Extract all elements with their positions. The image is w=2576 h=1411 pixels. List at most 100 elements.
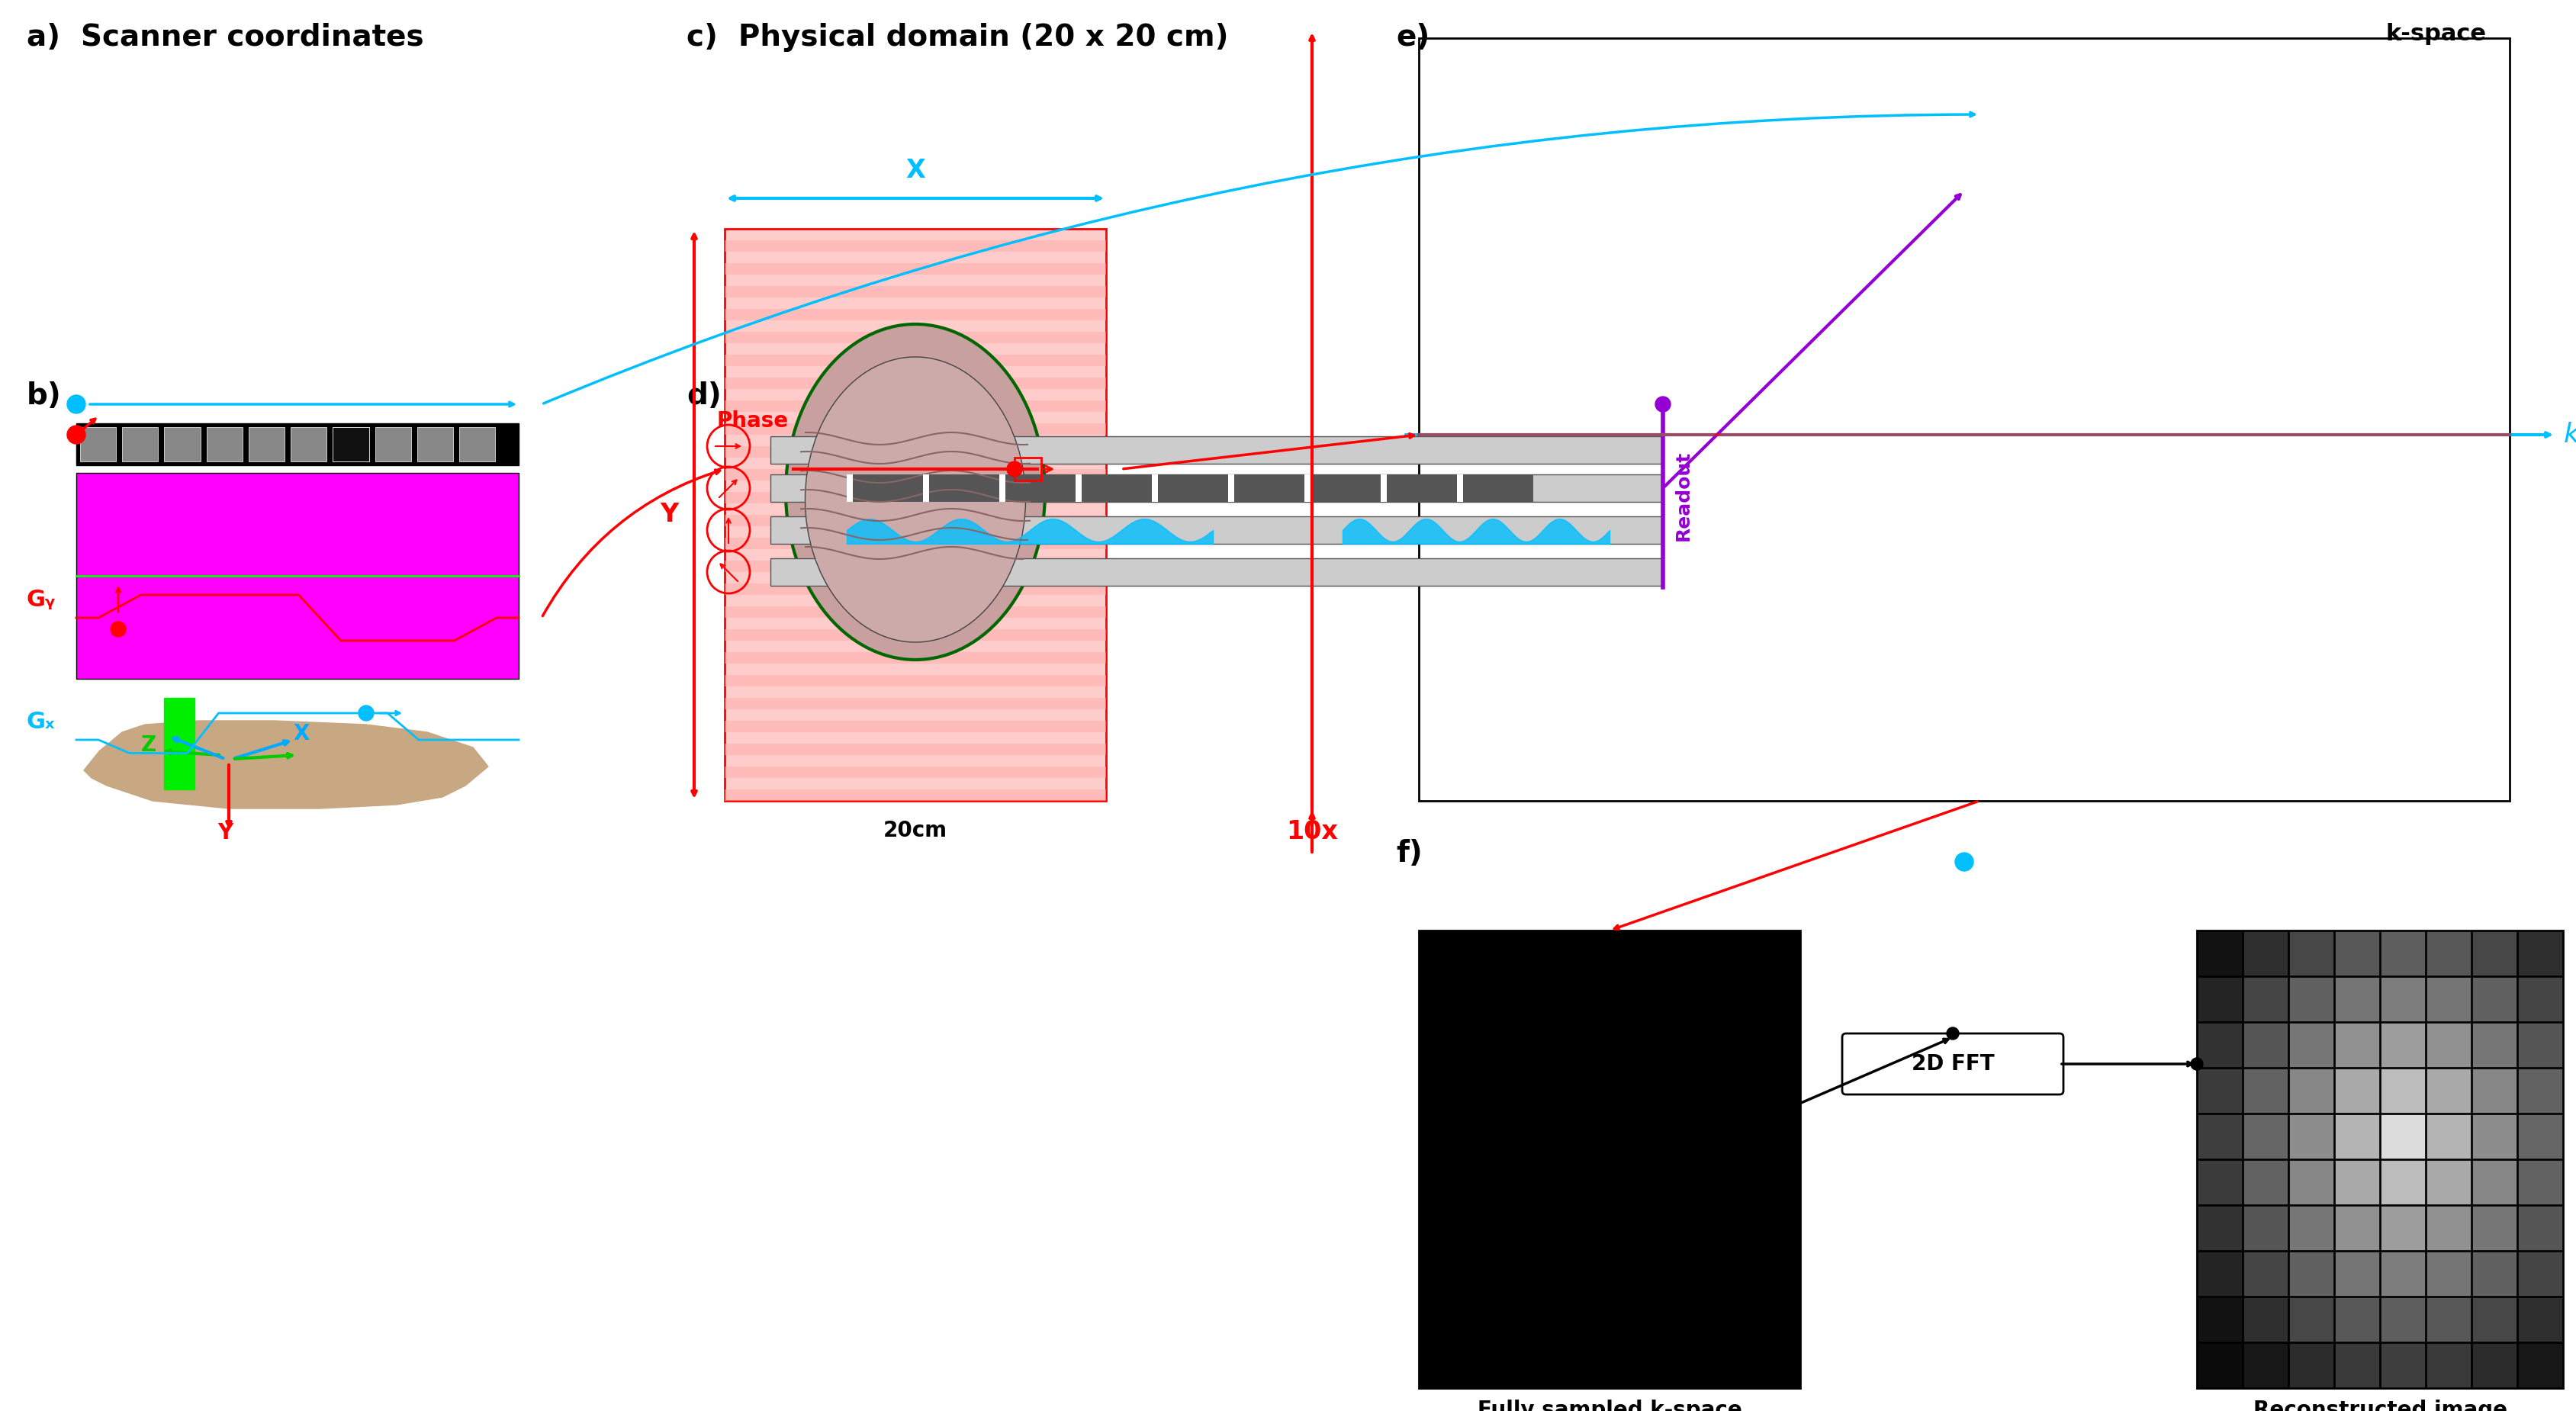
Bar: [2427, 1160, 2470, 1205]
Text: X: X: [294, 722, 309, 745]
Bar: [2517, 1160, 2563, 1205]
Bar: [2290, 1023, 2334, 1067]
Bar: [1419, 930, 1801, 1388]
Bar: [2244, 1115, 2287, 1158]
Polygon shape: [1716, 480, 1780, 555]
Polygon shape: [2161, 658, 2226, 734]
Bar: [770, 559, 1664, 586]
Text: Reconstructed image: Reconstructed image: [2254, 1400, 2506, 1411]
Polygon shape: [1852, 480, 1917, 555]
Polygon shape: [1450, 1113, 1497, 1167]
Bar: [2517, 1297, 2563, 1342]
Bar: [2380, 1297, 2424, 1342]
Polygon shape: [1922, 598, 1986, 674]
Polygon shape: [1886, 182, 1953, 257]
Bar: [2244, 931, 2287, 975]
Polygon shape: [1440, 717, 1504, 793]
Circle shape: [67, 426, 85, 444]
Bar: [2427, 1115, 2470, 1158]
Polygon shape: [1677, 1070, 1723, 1123]
Polygon shape: [1510, 480, 1574, 555]
Bar: [724, 286, 1105, 298]
Bar: [724, 423, 1105, 435]
Bar: [2473, 1297, 2517, 1342]
Bar: [2427, 976, 2470, 1022]
Polygon shape: [1613, 301, 1677, 377]
Bar: [2197, 976, 2241, 1022]
Bar: [2290, 1160, 2334, 1205]
Text: 10x: 10x: [1285, 820, 1337, 844]
Text: Gᵧ: Gᵧ: [26, 588, 57, 611]
Polygon shape: [1922, 480, 1986, 555]
Polygon shape: [1703, 1287, 1749, 1340]
Polygon shape: [1680, 182, 1747, 257]
Text: Fully sampled k-space: Fully sampled k-space: [1476, 1400, 1741, 1411]
Polygon shape: [1677, 1157, 1723, 1211]
Polygon shape: [1716, 360, 1780, 436]
Polygon shape: [1577, 241, 1643, 317]
Text: Readout: Readout: [1674, 450, 1692, 540]
Bar: [2334, 1297, 2380, 1342]
Bar: [2473, 1206, 2517, 1250]
Polygon shape: [2161, 539, 2226, 614]
Bar: [2380, 1206, 2424, 1250]
Polygon shape: [1510, 598, 1574, 674]
Polygon shape: [1646, 598, 1710, 674]
Bar: [1381, 474, 1386, 502]
Polygon shape: [1852, 360, 1917, 436]
Bar: [2427, 1206, 2470, 1250]
Bar: [2380, 976, 2424, 1022]
Text: b): b): [26, 381, 62, 411]
Polygon shape: [2298, 182, 2365, 257]
Text: Gₓ: Gₓ: [26, 711, 57, 732]
Bar: [2334, 931, 2380, 975]
Polygon shape: [1502, 1113, 1548, 1167]
Polygon shape: [2195, 360, 2262, 436]
Polygon shape: [1646, 360, 1710, 436]
Bar: [2380, 1343, 2424, 1387]
Polygon shape: [1628, 1157, 1674, 1211]
Polygon shape: [1628, 1331, 1674, 1384]
Polygon shape: [1473, 420, 1540, 495]
Text: Z: Z: [142, 735, 157, 756]
Polygon shape: [1473, 182, 1540, 257]
Polygon shape: [2058, 241, 2123, 317]
Bar: [2517, 1343, 2563, 1387]
Bar: [2244, 1297, 2287, 1342]
Bar: [2197, 1115, 2241, 1158]
Polygon shape: [1728, 1331, 1775, 1384]
Bar: [332, 428, 368, 461]
Polygon shape: [2264, 241, 2329, 317]
Polygon shape: [1819, 658, 1883, 734]
Bar: [2427, 1068, 2470, 1113]
Polygon shape: [1955, 658, 2020, 734]
Polygon shape: [2092, 301, 2159, 377]
Bar: [724, 674, 1105, 686]
Polygon shape: [1651, 1201, 1698, 1254]
Polygon shape: [2058, 480, 2123, 555]
Polygon shape: [1510, 241, 1574, 317]
Bar: [2244, 1023, 2287, 1067]
Polygon shape: [2195, 241, 2262, 317]
Polygon shape: [1551, 1027, 1597, 1079]
Bar: [2334, 1160, 2380, 1205]
Polygon shape: [1955, 301, 2020, 377]
Bar: [724, 468, 1105, 481]
Bar: [2290, 1343, 2334, 1387]
Polygon shape: [1886, 658, 1953, 734]
Bar: [724, 789, 1105, 801]
Polygon shape: [1703, 1027, 1749, 1079]
Polygon shape: [2128, 241, 2192, 317]
Polygon shape: [1510, 717, 1574, 793]
Bar: [1419, 38, 2509, 801]
Text: e): e): [1396, 23, 1430, 52]
Polygon shape: [1989, 360, 2056, 436]
Bar: [2197, 1252, 2241, 1295]
Bar: [724, 332, 1105, 343]
Circle shape: [358, 706, 374, 721]
Polygon shape: [1752, 1201, 1798, 1254]
Polygon shape: [2264, 480, 2329, 555]
Polygon shape: [1680, 658, 1747, 734]
Bar: [2380, 1115, 2424, 1158]
Bar: [2334, 1343, 2380, 1387]
